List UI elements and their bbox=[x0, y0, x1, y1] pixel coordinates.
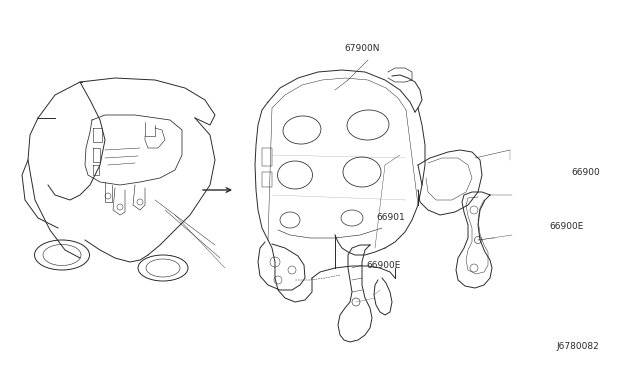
Text: J6780082: J6780082 bbox=[557, 342, 600, 351]
Bar bbox=[262, 148, 272, 166]
Text: 66900: 66900 bbox=[572, 169, 600, 177]
Text: 66900E: 66900E bbox=[366, 262, 401, 270]
Bar bbox=[262, 172, 272, 187]
Text: 67900N: 67900N bbox=[344, 44, 380, 53]
Text: 66901: 66901 bbox=[376, 213, 405, 222]
Text: 66900E: 66900E bbox=[549, 222, 584, 231]
